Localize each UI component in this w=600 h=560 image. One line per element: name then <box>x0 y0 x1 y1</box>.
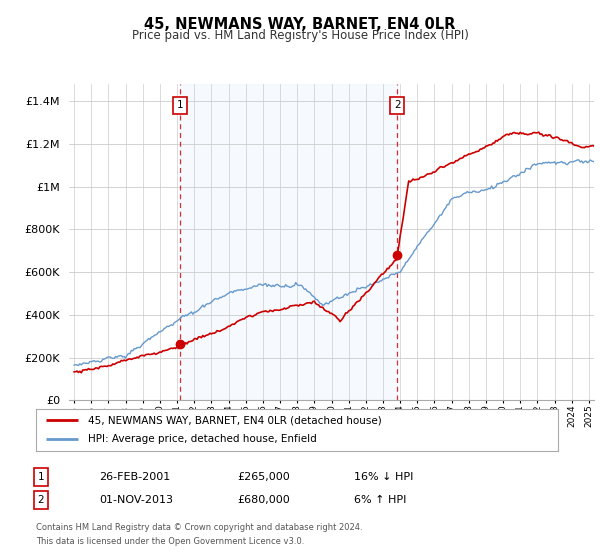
Text: 26-FEB-2001: 26-FEB-2001 <box>99 472 170 482</box>
Bar <box>179 84 397 400</box>
Text: HPI: Average price, detached house, Enfield: HPI: Average price, detached house, Enfi… <box>88 435 317 445</box>
Text: Contains HM Land Registry data © Crown copyright and database right 2024.: Contains HM Land Registry data © Crown c… <box>36 523 362 532</box>
Text: 2: 2 <box>394 100 401 110</box>
Text: 01-NOV-2013: 01-NOV-2013 <box>99 495 173 505</box>
Text: 6% ↑ HPI: 6% ↑ HPI <box>354 495 406 505</box>
Text: 45, NEWMANS WAY, BARNET, EN4 0LR (detached house): 45, NEWMANS WAY, BARNET, EN4 0LR (detach… <box>88 415 382 425</box>
Text: £265,000: £265,000 <box>237 472 290 482</box>
Text: Price paid vs. HM Land Registry's House Price Index (HPI): Price paid vs. HM Land Registry's House … <box>131 29 469 42</box>
Text: 1: 1 <box>37 472 44 482</box>
Text: This data is licensed under the Open Government Licence v3.0.: This data is licensed under the Open Gov… <box>36 537 304 546</box>
Text: 45, NEWMANS WAY, BARNET, EN4 0LR: 45, NEWMANS WAY, BARNET, EN4 0LR <box>145 17 455 32</box>
Text: £680,000: £680,000 <box>237 495 290 505</box>
Text: 16% ↓ HPI: 16% ↓ HPI <box>354 472 413 482</box>
Text: 1: 1 <box>176 100 183 110</box>
Text: 2: 2 <box>37 495 44 505</box>
